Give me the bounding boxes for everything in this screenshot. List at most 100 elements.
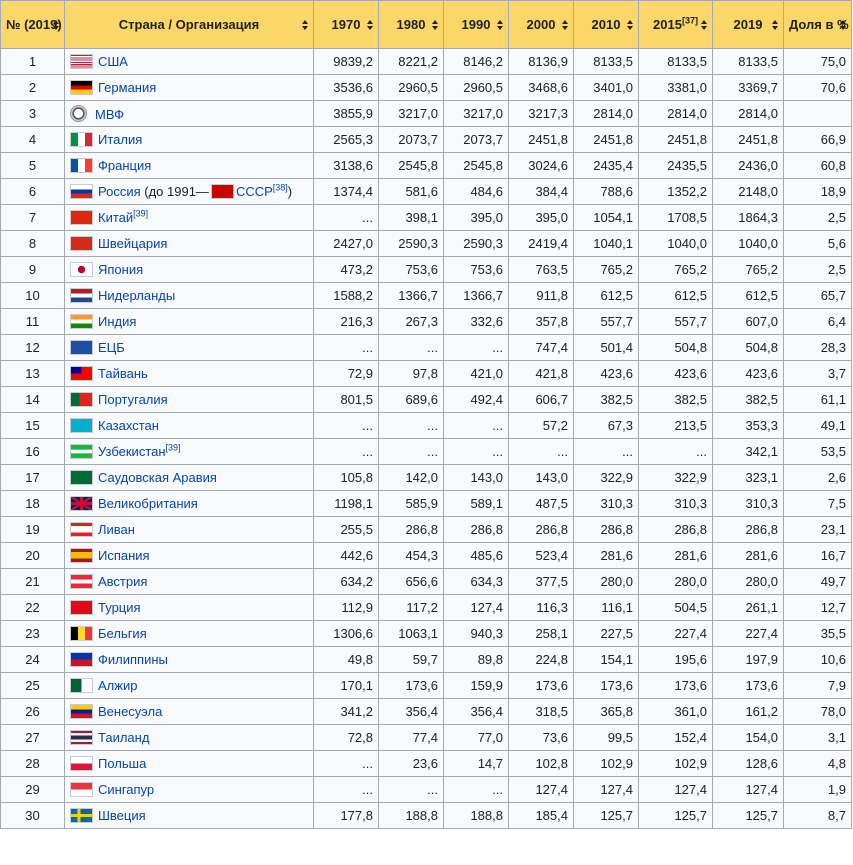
value-cell: 788,6 [573,178,639,205]
country-link[interactable]: Франция [98,158,152,173]
col-header-2019[interactable]: 2019 [712,0,784,49]
sort-icon[interactable] [627,19,634,30]
value-cell: 125,7 [638,802,713,829]
value-cell: 2451,8 [712,126,784,153]
value-cell: 1366,7 [443,282,509,309]
country-link[interactable]: Великобритания [98,496,198,511]
country-link[interactable]: СССР [235,184,273,199]
country-link[interactable]: Испания [98,548,150,563]
country-link[interactable]: Япония [98,262,144,277]
col-header-rank[interactable]: № (2019) [0,0,65,49]
country-link[interactable]: Польша [98,756,147,771]
country-link[interactable]: Португалия [98,392,168,407]
value-cell: 607,0 [712,308,784,335]
reference-link[interactable]: [38] [272,182,288,193]
table-row: 22 Турция 112,9 117,2 127,4 116,3 116,1 504,5 26… [0,594,852,621]
sort-icon[interactable] [840,19,847,30]
col-header-1990[interactable]: 1990 [443,0,509,49]
value-cell: 3536,6 [313,74,379,101]
country-link[interactable]: Китай [98,210,134,225]
value-cell: 127,4 [443,594,509,621]
share-cell: 60,8 [783,152,852,179]
year-header-label: 1970 [331,17,361,32]
country-link[interactable]: Германия [98,80,157,95]
country-link[interactable]: Турция [98,600,141,615]
col-header-1970[interactable]: 1970 [313,0,379,49]
country-link[interactable]: Узбекистан [98,444,166,459]
share-cell: 66,9 [783,126,852,153]
value-cell: ... [443,412,509,439]
country-link[interactable]: Италия [98,132,143,147]
table-row: 24 Филиппины 49,8 59,7 89,8 224,8 154,1 195,6 19… [0,646,852,673]
value-cell: 227,5 [573,620,639,647]
country-link[interactable]: Россия [98,184,141,199]
sort-icon[interactable] [53,19,60,30]
value-cell: 2073,7 [378,126,444,153]
share-cell: 23,1 [783,516,852,543]
uz-flag-icon [70,444,93,459]
country-link[interactable]: МВФ [95,107,124,122]
country-link[interactable]: Филиппины [98,652,168,667]
country-link[interactable]: Швейцария [98,236,168,251]
col-header-2010[interactable]: 2010 [573,0,639,49]
sort-icon[interactable] [562,19,569,30]
col-header-share[interactable]: Доля в % [783,0,852,49]
country-link[interactable]: Нидерланды [98,288,176,303]
country-link[interactable]: Тайвань [98,366,148,381]
country-link[interactable]: ЕЦБ [98,340,125,355]
value-cell: 97,8 [378,360,444,387]
value-cell: 634,2 [313,568,379,595]
country-link[interactable]: Казахстан [98,418,159,433]
in-flag-icon [70,314,93,329]
value-cell: 940,3 [443,620,509,647]
value-cell: 280,0 [638,568,713,595]
col-header-country[interactable]: Страна / Организация [64,0,314,49]
sort-icon[interactable] [302,19,309,30]
col-header-2015[interactable]: 2015[37] [638,0,713,49]
reference-link[interactable]: [39] [165,442,181,453]
sort-icon[interactable] [497,19,504,30]
value-cell: 606,7 [508,386,574,413]
country-cell: Германия [64,74,314,101]
col-header-2000[interactable]: 2000 [508,0,574,49]
value-cell: 504,5 [638,594,713,621]
country-link[interactable]: Австрия [98,574,148,589]
country-link[interactable]: Швеция [98,808,146,823]
value-cell: 255,5 [313,516,379,543]
value-cell: 286,8 [378,516,444,543]
country-link[interactable]: Ливан [98,522,135,537]
country-link[interactable]: США [98,54,128,69]
value-cell: 1306,6 [313,620,379,647]
sort-icon[interactable] [701,19,708,30]
reference-link[interactable]: [37] [681,15,698,26]
value-cell: 128,6 [712,750,784,777]
country-link[interactable]: Сингапур [98,782,155,797]
rank-cell: 30 [0,802,65,829]
value-cell: 589,1 [443,490,509,517]
country-link[interactable]: Бельгия [98,626,147,641]
table-row: 17 Саудовская Аравия 105,8 142,0 143,0 143,0 3… [0,464,852,491]
value-cell: 557,7 [638,308,713,335]
rank-cell: 9 [0,256,65,283]
table-row: 20 Испания 442,6 454,3 485,6 523,4 281,6 281,6 2… [0,542,852,569]
country-cell: Саудовская Аравия [64,464,314,491]
country-cell: Швейцария [64,230,314,257]
country-link[interactable]: Венесуэла [98,704,163,719]
value-cell: 3217,0 [443,100,509,127]
value-cell: 454,3 [378,542,444,569]
sort-icon[interactable] [432,19,439,30]
share-cell: 75,0 [783,48,852,75]
value-cell: 487,5 [508,490,574,517]
value-cell: 2590,3 [378,230,444,257]
country-link[interactable]: Саудовская Аравия [98,470,217,485]
sort-icon[interactable] [367,19,374,30]
country-link[interactable]: Алжир [98,678,138,693]
country-link[interactable]: Индия [98,314,137,329]
country-link[interactable]: Таиланд [98,730,150,745]
sort-icon[interactable] [772,19,779,30]
col-header-1980[interactable]: 1980 [378,0,444,49]
value-cell: 395,0 [443,204,509,231]
value-cell: 2435,5 [638,152,713,179]
reference-link[interactable]: [39] [133,208,149,219]
table-row: 9 Япония 473,2 753,6 753,6 763,5 765,2 765,2 765… [0,256,852,283]
